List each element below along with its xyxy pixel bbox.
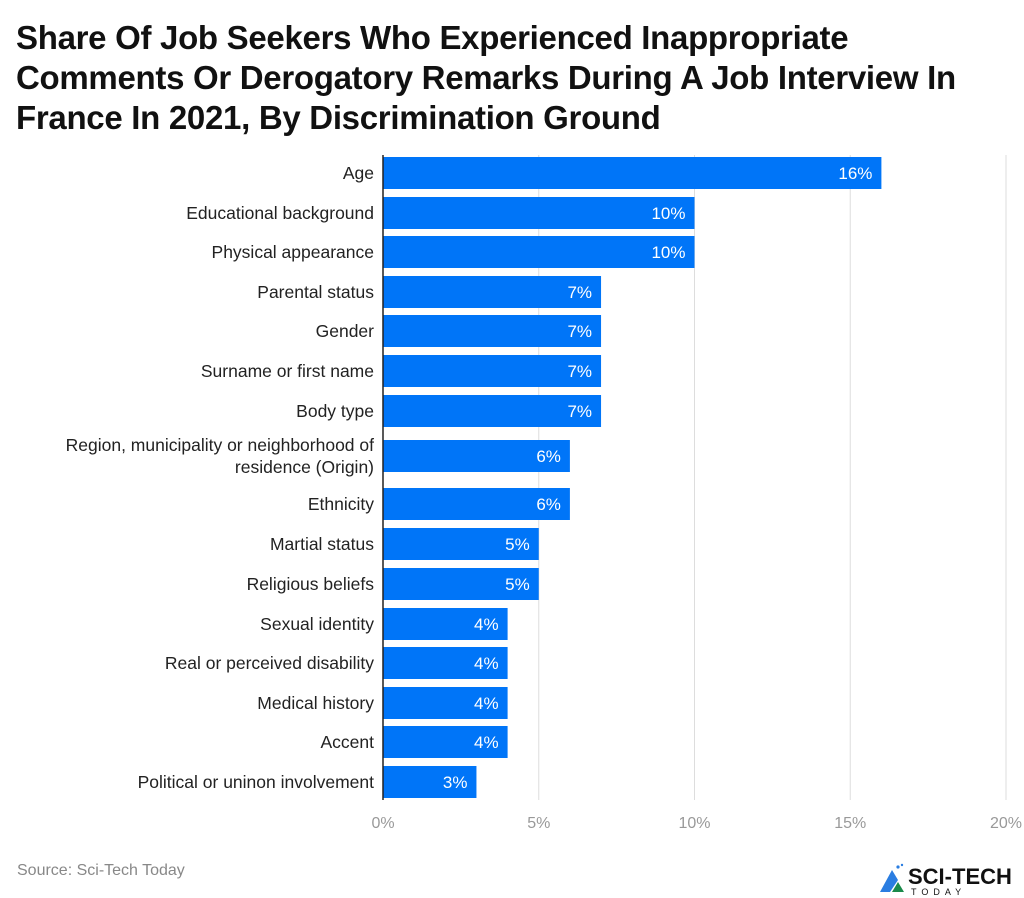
bar — [383, 608, 508, 640]
data-label: 10% — [651, 243, 685, 262]
category-label: Physical appearance — [212, 242, 374, 262]
bar — [383, 197, 695, 229]
data-label: 4% — [474, 733, 499, 752]
data-label: 4% — [474, 694, 499, 713]
bar — [383, 395, 602, 427]
x-tick-label: 20% — [990, 815, 1022, 832]
chart-title: Share Of Job Seekers Who Experienced Ina… — [16, 19, 956, 136]
data-label: 10% — [651, 204, 685, 223]
x-tick-label: 0% — [371, 815, 394, 832]
data-label: 5% — [505, 535, 530, 554]
category-label: Region, municipality or neighborhood of — [66, 435, 375, 455]
x-tick-label: 10% — [678, 815, 710, 832]
bar-chart: 0% 5% 10% 15% 20% 16% Age 10% Educational backgr… — [66, 155, 1022, 832]
category-label: Parental status — [257, 282, 374, 302]
data-label: 16% — [838, 164, 872, 183]
category-label: Educational background — [186, 203, 374, 223]
bar — [383, 440, 570, 472]
sci-tech-today-logo: SCI-TECH TODAY — [880, 863, 1012, 897]
bar — [383, 568, 539, 600]
bar — [383, 766, 477, 798]
category-label: Ethnicity — [308, 494, 374, 514]
bar — [383, 687, 508, 719]
category-label: Martial status — [270, 534, 374, 554]
svg-text:TODAY: TODAY — [911, 887, 966, 897]
category-label: Political or uninon involvement — [138, 772, 375, 792]
data-label: 7% — [567, 362, 592, 381]
source-note: Source: Sci-Tech Today — [17, 862, 185, 879]
bar — [383, 157, 882, 189]
data-label: 3% — [443, 773, 468, 792]
category-label: Medical history — [257, 693, 374, 713]
category-label: Religious beliefs — [247, 574, 375, 594]
bar — [383, 315, 602, 347]
data-label: 5% — [505, 575, 530, 594]
bar — [383, 726, 508, 758]
bar — [383, 488, 570, 520]
category-label: Gender — [316, 321, 375, 341]
data-label: 6% — [536, 447, 561, 466]
bar — [383, 355, 602, 387]
category-label: Sexual identity — [260, 614, 374, 634]
data-label: 6% — [536, 495, 561, 514]
category-label: Body type — [296, 401, 374, 421]
bar — [383, 647, 508, 679]
x-tick-label: 15% — [834, 815, 866, 832]
data-label: 4% — [474, 654, 499, 673]
category-label: Surname or first name — [201, 361, 374, 381]
category-label: residence (Origin) — [235, 457, 374, 477]
category-label: Age — [343, 163, 374, 183]
data-label: 7% — [567, 283, 592, 302]
x-tick-label: 5% — [527, 815, 550, 832]
data-label: 7% — [567, 402, 592, 421]
bar — [383, 276, 602, 308]
data-label: 4% — [474, 615, 499, 634]
svg-text:SCI-TECH: SCI-TECH — [908, 864, 1012, 889]
bar — [383, 528, 539, 560]
category-label: Accent — [321, 732, 375, 752]
logo-mark-icon — [880, 870, 898, 892]
data-label: 7% — [567, 322, 592, 341]
category-label: Real or perceived disability — [165, 653, 374, 673]
bar — [383, 236, 695, 268]
